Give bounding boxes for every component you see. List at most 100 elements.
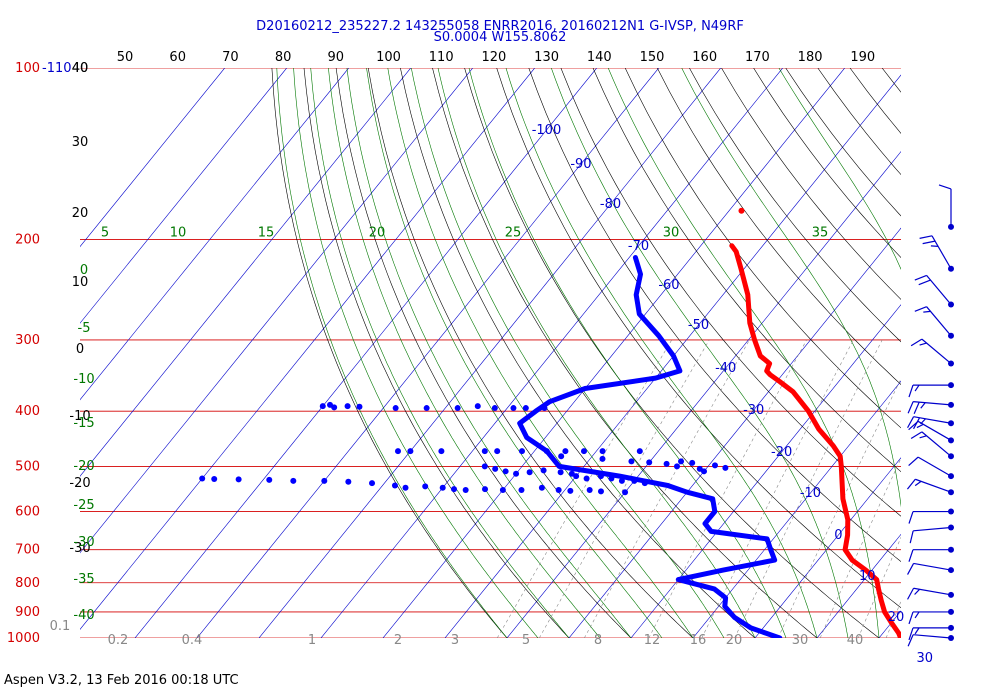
top-temperature-tick: 150 bbox=[640, 50, 665, 65]
wind-barb-flag bbox=[908, 611, 914, 625]
top-temperature-tick: 160 bbox=[692, 50, 717, 65]
top-temperature-tick: 140 bbox=[587, 50, 612, 65]
dewpoint-point bbox=[402, 484, 409, 491]
mixing-ratio-label: 30 bbox=[792, 633, 809, 648]
dewpoint-point bbox=[491, 405, 498, 412]
wind-barb-flag bbox=[908, 627, 914, 641]
mixing-ratio-label: 40 bbox=[847, 633, 864, 648]
isotherm-label: -90 bbox=[570, 157, 591, 172]
wind-barb bbox=[908, 456, 954, 480]
wind-barb-staff bbox=[913, 587, 952, 596]
isotherm-line bbox=[444, 74, 901, 638]
moist-adiabat-label: 0 bbox=[80, 263, 88, 278]
dewpoint-point bbox=[451, 486, 458, 493]
dewpoint-point bbox=[618, 477, 625, 484]
dewpoint-point bbox=[482, 486, 489, 493]
mixing-ratio-line bbox=[701, 339, 854, 638]
dewpoint-point bbox=[492, 465, 499, 472]
wind-barb bbox=[908, 382, 954, 398]
isotherm-line bbox=[80, 68, 225, 248]
dry-adiabat-line bbox=[367, 68, 694, 638]
dewpoint-point bbox=[722, 464, 729, 471]
mixing-ratio-line bbox=[950, 340, 1000, 638]
mixing-ratio-line bbox=[980, 340, 1000, 638]
wind-barb bbox=[906, 478, 954, 496]
dewpoint-point bbox=[543, 448, 550, 455]
mixing-ratio-label: 3 bbox=[451, 633, 459, 648]
dewpoint-point bbox=[597, 473, 604, 480]
dewpoint-point bbox=[199, 475, 206, 482]
isotherm-label: -50 bbox=[688, 318, 709, 333]
mixing-ratio-line bbox=[819, 457, 901, 638]
mixing-ratio-line bbox=[584, 339, 750, 638]
dry-adiabat-line bbox=[528, 68, 901, 562]
top-temperature-tick: 40 bbox=[72, 61, 89, 76]
wind-barb bbox=[919, 235, 954, 272]
pressure-label: 1000 bbox=[7, 631, 40, 646]
dewpoint-point bbox=[499, 487, 506, 494]
dewpoint-point bbox=[599, 448, 606, 455]
wind-barb-staff bbox=[926, 275, 952, 305]
dewpoint-point bbox=[608, 475, 615, 482]
dewpoint-point bbox=[557, 469, 564, 476]
wind-barb-staff bbox=[926, 306, 952, 337]
dewpoint-point bbox=[518, 487, 525, 494]
dry-adiabat-label: 30 bbox=[72, 135, 89, 150]
moist-adiabat-line bbox=[468, 68, 787, 638]
wind-barb-staff bbox=[917, 456, 952, 477]
mixing-ratio-line bbox=[734, 339, 883, 638]
dewpoint-point bbox=[290, 477, 297, 484]
wind-barb-flag bbox=[908, 511, 914, 524]
wind-barb bbox=[907, 400, 954, 414]
isotherm-line bbox=[258, 68, 721, 638]
moist-adiabat-line bbox=[778, 68, 901, 270]
pressure-label: 100 bbox=[15, 61, 40, 76]
isotherm-label: -30 bbox=[743, 403, 764, 418]
wind-barb-flag bbox=[919, 235, 933, 239]
wind-barb-flag bbox=[914, 480, 922, 487]
dewpoint-point bbox=[583, 475, 590, 482]
dry-adiabat-line bbox=[785, 68, 901, 217]
isotherm-line bbox=[80, 68, 287, 324]
dewpoint-point bbox=[369, 480, 376, 487]
moist-adiabat-line bbox=[346, 68, 632, 638]
wind-barb-flag bbox=[914, 384, 920, 392]
wind-barb-flag bbox=[907, 563, 915, 575]
moist-adiabat-line bbox=[328, 68, 601, 638]
wind-barb-flag bbox=[916, 423, 924, 429]
dewpoint-point bbox=[628, 458, 635, 465]
wind-barb bbox=[908, 608, 954, 625]
mixing-ratio-line bbox=[539, 339, 710, 638]
dry-adiabat-line bbox=[753, 68, 901, 258]
wind-barb-column bbox=[906, 184, 954, 647]
wind-barb-staff bbox=[915, 478, 952, 493]
wind-barb-flag bbox=[919, 435, 927, 439]
dewpoint-point bbox=[641, 480, 648, 487]
pressure-label: 300 bbox=[15, 333, 40, 348]
top-temperature-tick: 190 bbox=[850, 50, 875, 65]
dewpoint-point bbox=[454, 405, 461, 412]
mixing-ratio-label: 0.2 bbox=[108, 633, 129, 648]
wind-barb-flag bbox=[914, 306, 927, 312]
dry-adiabat-label: 20 bbox=[72, 206, 89, 221]
dewpoint-profile-line bbox=[517, 255, 783, 638]
top-temperature-tick: 170 bbox=[745, 50, 770, 65]
pressure-label: 800 bbox=[15, 576, 40, 591]
moist-adiabat-label: -40 bbox=[73, 608, 94, 623]
pressure-label: 900 bbox=[15, 605, 40, 620]
top-temperature-tick: 70 bbox=[222, 50, 239, 65]
dewpoint-point bbox=[562, 448, 569, 455]
top-temperature-tick: 100 bbox=[376, 50, 401, 65]
wind-barb-flag bbox=[938, 184, 952, 190]
mixing-ratio-label: 1 bbox=[308, 633, 316, 648]
dewpoint-point bbox=[580, 448, 587, 455]
moist-adiabat-label: -30 bbox=[73, 535, 94, 550]
moist-adiabat-label: 25 bbox=[505, 226, 522, 241]
dewpoint-point bbox=[211, 475, 218, 482]
mixing-ratio-label: 2 bbox=[394, 633, 402, 648]
dry-adiabat-line bbox=[721, 68, 901, 300]
wind-barb bbox=[909, 524, 954, 544]
isotherm-label: -40 bbox=[715, 361, 736, 376]
isotherm-label: -60 bbox=[658, 278, 679, 293]
chart-title-line-1: D20160212_235227.2 143255058 ENRR2016, 2… bbox=[256, 19, 744, 34]
